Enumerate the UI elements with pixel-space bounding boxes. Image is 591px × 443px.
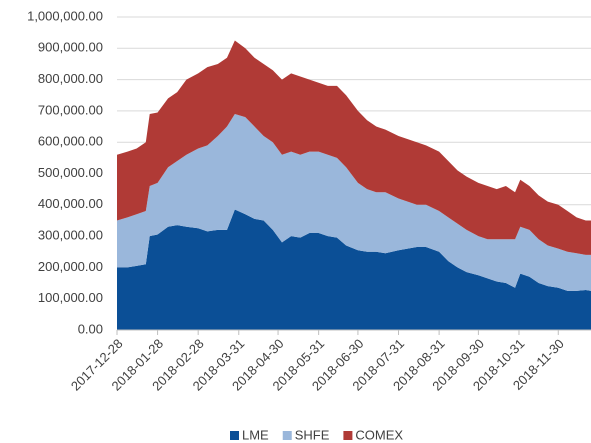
y-tick-label: 1,000,000.00: [27, 8, 103, 23]
legend-swatch: [282, 431, 292, 440]
y-tick-label: 600,000.00: [38, 134, 103, 149]
legend-label: LME: [242, 427, 269, 442]
y-tick-label: 500,000.00: [38, 165, 103, 180]
y-tick-label: 700,000.00: [38, 102, 103, 117]
y-tick-label: 400,000.00: [38, 196, 103, 211]
legend-label: COMEX: [355, 427, 403, 442]
y-tick-label: 100,000.00: [38, 290, 103, 305]
legend-swatch: [230, 431, 239, 440]
y-tick-label: 0.00: [78, 321, 103, 336]
y-tick-label: 200,000.00: [38, 259, 103, 274]
area: [117, 209, 591, 330]
legend-label: SHFE: [295, 427, 330, 442]
legend-swatch: [343, 431, 353, 440]
y-tick-label: 900,000.00: [38, 40, 103, 55]
area: [117, 114, 591, 291]
y-tick-label: 800,000.00: [38, 71, 103, 86]
y-tick-label: 300,000.00: [38, 228, 103, 243]
area: [117, 40, 591, 255]
